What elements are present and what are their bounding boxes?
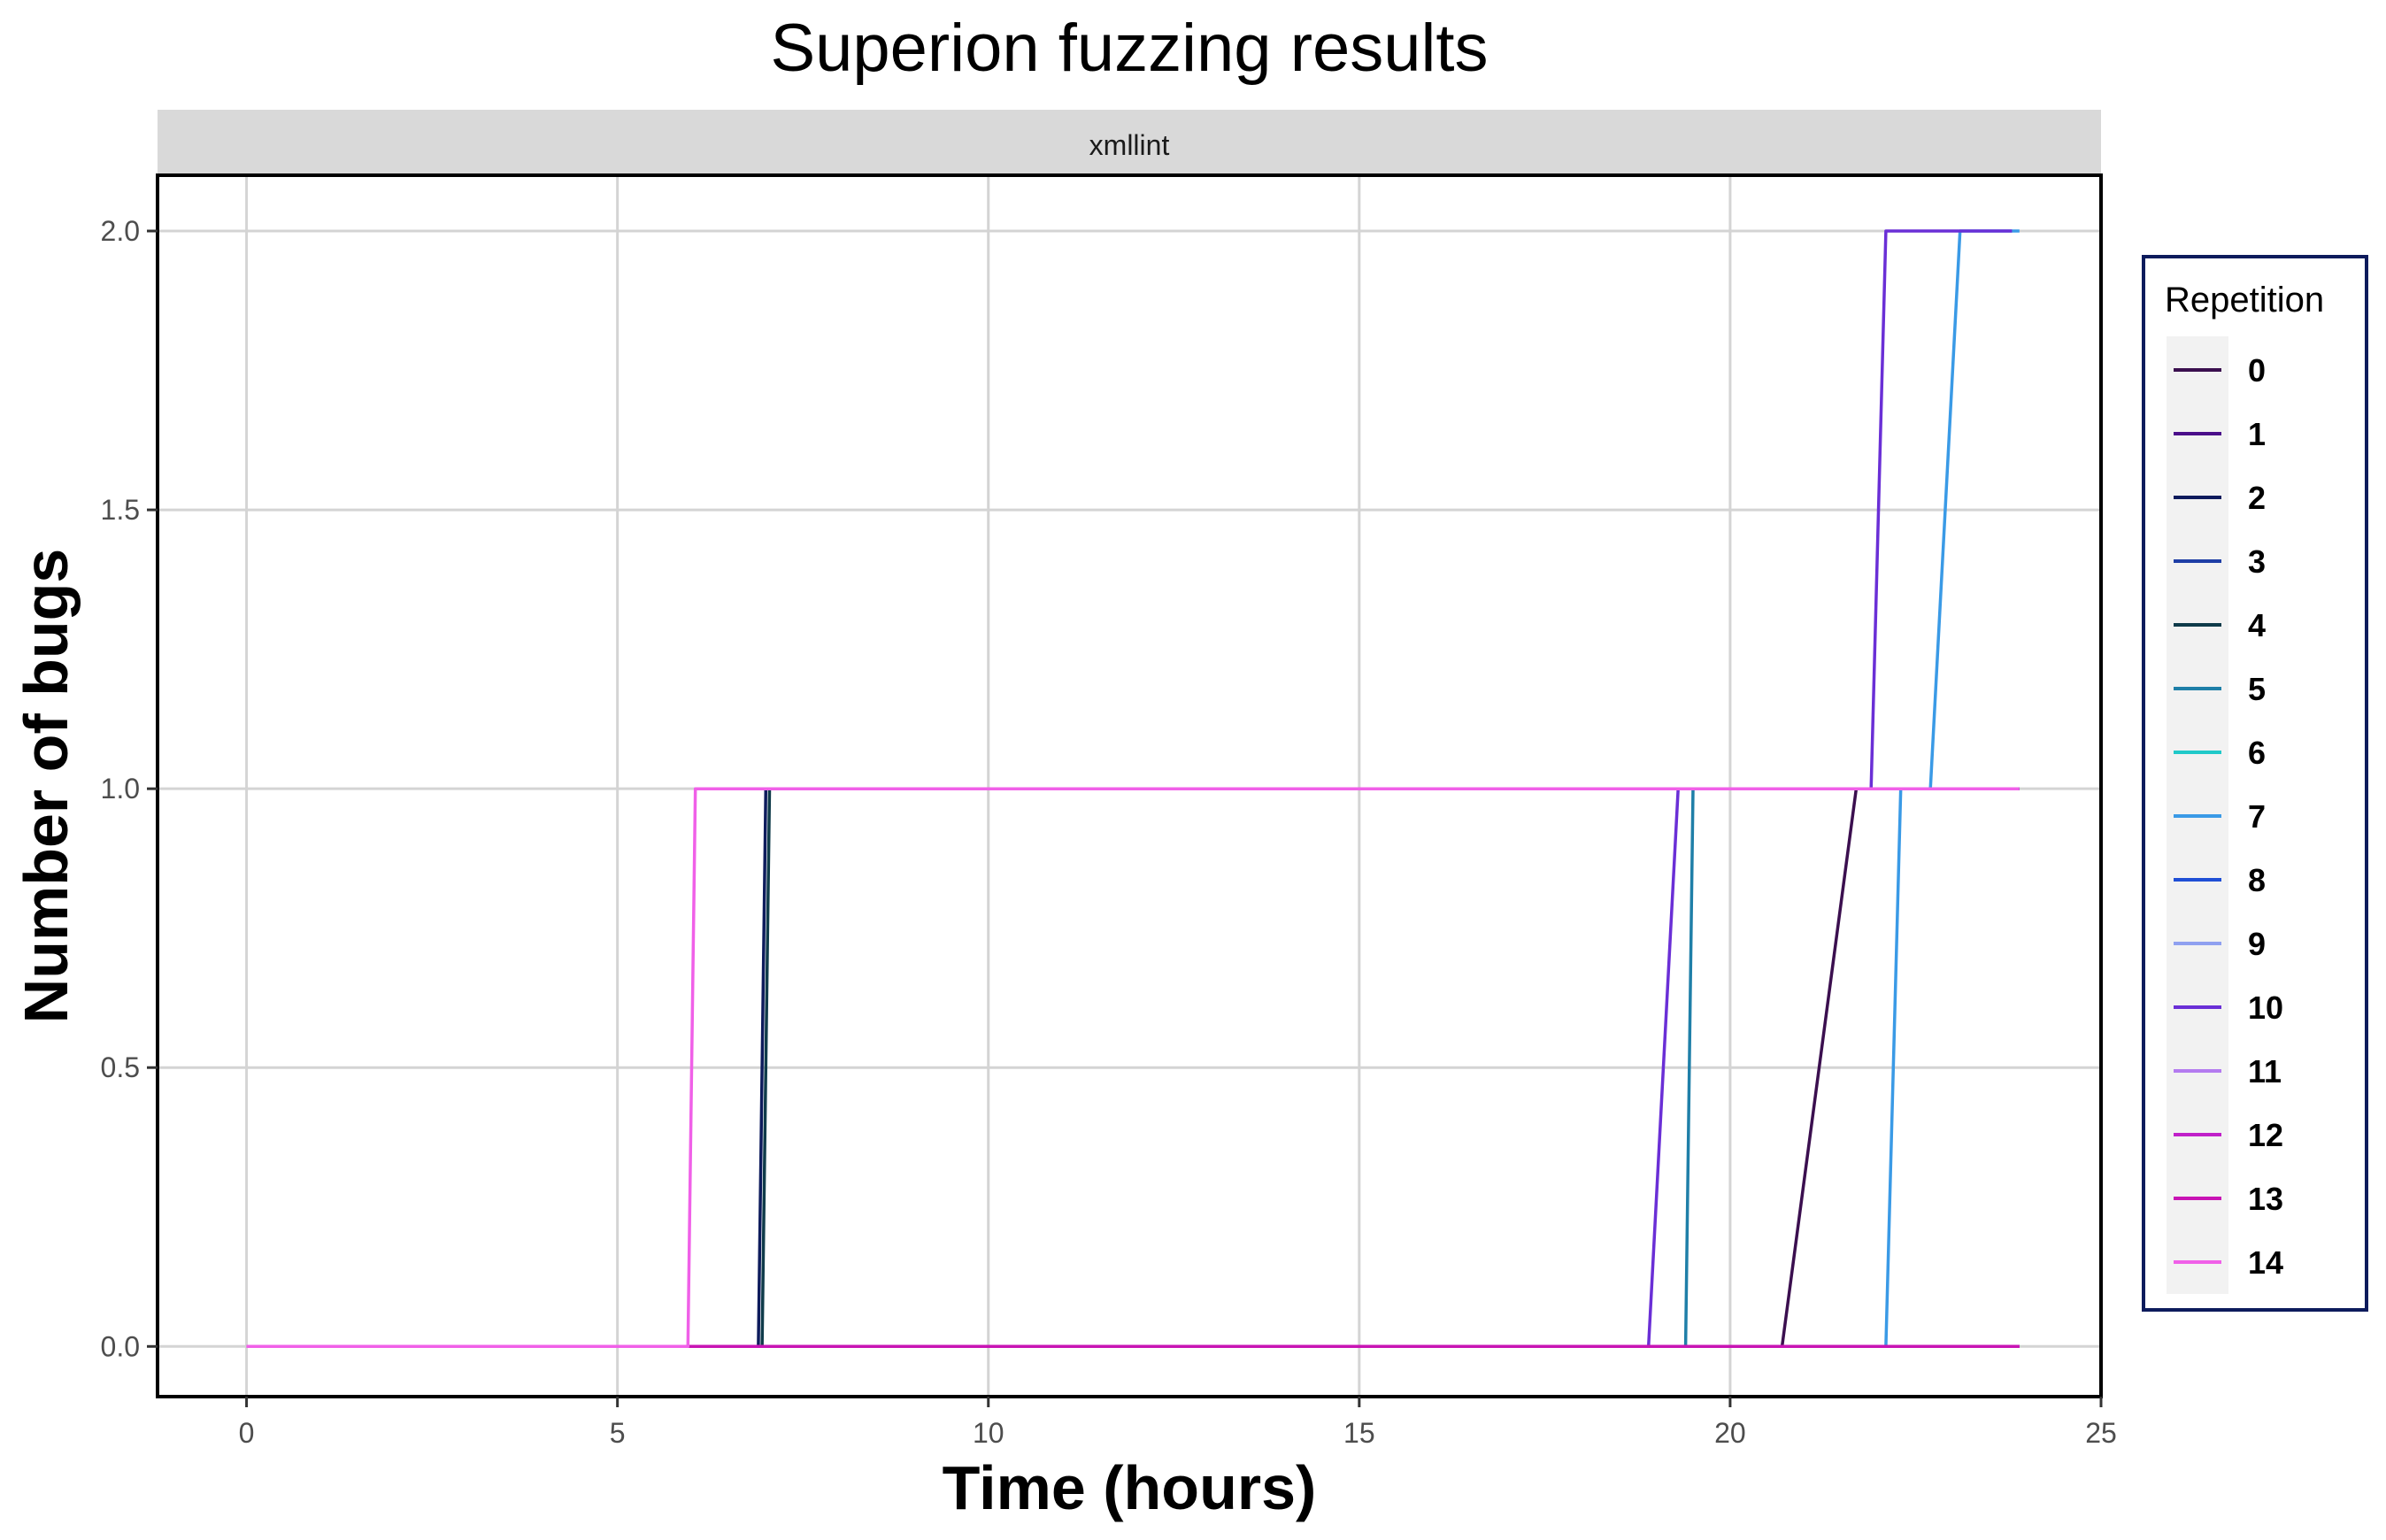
x-tick-label: 5 <box>610 1417 626 1449</box>
plot-border <box>156 173 2103 1398</box>
legend-label-8: 8 <box>2248 862 2266 898</box>
x-tick-label: 10 <box>973 1417 1004 1449</box>
legend-label-0: 0 <box>2248 352 2266 389</box>
legend-label-1: 1 <box>2248 416 2266 452</box>
grid-lines <box>158 175 2103 1397</box>
x-tick-label: 20 <box>1714 1417 1746 1449</box>
plot-panel <box>158 175 2101 1397</box>
legend-label-9: 9 <box>2248 926 2266 962</box>
y-axis: 0.0 0.5 1.0 1.5 2.0 <box>101 215 158 1362</box>
legend-label-4: 4 <box>2248 607 2266 643</box>
legend-label-5: 5 <box>2248 671 2266 707</box>
y-tick-label: 1.5 <box>101 494 140 526</box>
legend-label-12: 12 <box>2248 1117 2283 1153</box>
legend-label-13: 13 <box>2248 1181 2283 1217</box>
x-axis: 0 5 10 15 20 25 <box>239 1397 2117 1449</box>
legend-label-6: 6 <box>2248 735 2266 771</box>
x-axis-title: Time (hours) <box>943 1453 1317 1522</box>
y-tick-label: 2.0 <box>101 215 140 247</box>
facet-strip <box>158 110 2101 173</box>
legend-label-3: 3 <box>2248 543 2266 580</box>
legend-label-2: 2 <box>2248 480 2266 516</box>
y-tick-label: 1.0 <box>101 773 140 805</box>
x-tick-label: 25 <box>2085 1417 2117 1449</box>
chart-title: Superion fuzzing results <box>770 11 1488 86</box>
x-tick-label: 0 <box>239 1417 255 1449</box>
legend-label-14: 14 <box>2248 1244 2283 1281</box>
series-line-14 <box>246 787 2020 1349</box>
y-tick-label: 0.0 <box>101 1330 140 1362</box>
y-axis-title: Number of bugs <box>12 549 81 1024</box>
facet-strip-label: xmllint <box>1089 129 1170 161</box>
legend-label-10: 10 <box>2248 989 2283 1026</box>
y-tick-label: 0.5 <box>101 1051 140 1083</box>
legend-label-7: 7 <box>2248 798 2266 835</box>
legend-label-11: 11 <box>2248 1053 2282 1090</box>
legend-title: Repetition <box>2165 281 2324 320</box>
series-lines <box>246 229 2020 1349</box>
x-tick-label: 15 <box>1343 1417 1375 1449</box>
